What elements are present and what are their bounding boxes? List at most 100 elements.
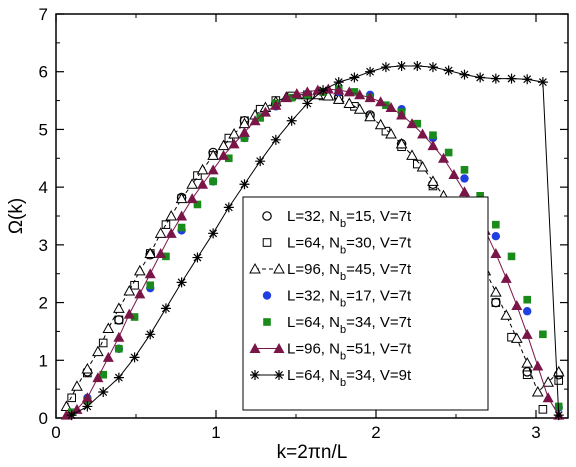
data-point xyxy=(82,401,93,412)
legend-entry: L=64, Nb=34, V=7t xyxy=(263,314,412,336)
data-point xyxy=(476,192,484,200)
data-point xyxy=(98,338,108,348)
data-point xyxy=(81,362,94,374)
data-point xyxy=(67,393,76,403)
data-point xyxy=(113,302,125,313)
data-point xyxy=(259,106,271,117)
data-point xyxy=(427,175,439,186)
data-point xyxy=(130,313,139,321)
x-tick-label: 3 xyxy=(531,423,540,442)
data-point xyxy=(208,228,219,239)
data-point xyxy=(113,372,124,383)
data-point xyxy=(354,89,366,100)
data-point xyxy=(197,178,209,189)
data-point xyxy=(123,284,136,296)
data-point xyxy=(225,154,233,163)
legend-marker xyxy=(274,370,284,380)
data-point xyxy=(318,85,329,96)
data-point xyxy=(385,101,397,112)
legend-marker xyxy=(262,211,272,221)
x-tick-label: 1 xyxy=(211,423,220,442)
data-point xyxy=(552,365,565,377)
legend-marker xyxy=(273,262,285,274)
data-point xyxy=(228,138,240,149)
data-point xyxy=(176,210,188,221)
legend-marker xyxy=(249,262,261,274)
y-tick-label: 3 xyxy=(39,236,48,255)
data-point xyxy=(286,115,297,126)
data-point xyxy=(490,248,502,259)
data-point xyxy=(218,149,230,160)
legend-label: L=96, Nb=51, V=7t xyxy=(287,341,412,363)
legend-label: L=32, Nb=17, V=7t xyxy=(287,288,412,310)
y-tick-label: 4 xyxy=(39,178,48,197)
data-point xyxy=(523,307,532,316)
data-point xyxy=(270,99,282,110)
data-point xyxy=(115,344,123,353)
legend-marker xyxy=(263,318,271,326)
data-point xyxy=(102,351,114,362)
data-point xyxy=(521,328,533,339)
data-point xyxy=(160,303,171,314)
data-point xyxy=(459,69,470,80)
data-point xyxy=(406,149,418,160)
data-point xyxy=(542,376,555,387)
data-point xyxy=(374,118,387,130)
data-point xyxy=(223,202,234,213)
data-point xyxy=(155,248,167,259)
data-point xyxy=(416,160,429,172)
data-point xyxy=(192,252,203,263)
data-point xyxy=(209,177,217,186)
data-point xyxy=(427,140,439,151)
data-point xyxy=(280,92,292,103)
data-point xyxy=(133,264,146,276)
data-point xyxy=(102,322,115,334)
data-point xyxy=(129,352,140,363)
data-point xyxy=(256,114,264,122)
legend-marker xyxy=(249,343,261,353)
data-point xyxy=(217,139,230,151)
data-point xyxy=(228,128,240,139)
legend-marker xyxy=(273,343,285,353)
data-point xyxy=(134,288,146,299)
data-point xyxy=(270,134,281,145)
legend-marker xyxy=(262,291,272,300)
data-point xyxy=(380,62,391,73)
data-point xyxy=(538,405,548,414)
legend-entry: L=32, Nb=15, V=7t xyxy=(262,208,412,230)
axis-ticks: 0 1 2 3 0 1 2 3 4 5 6 7 xyxy=(39,5,568,442)
data-point xyxy=(537,77,548,88)
data-point xyxy=(99,370,107,379)
legend-entry: L=96, Nb=51, V=7t xyxy=(249,341,412,363)
data-point xyxy=(364,92,376,103)
data-point xyxy=(175,192,188,204)
data-point xyxy=(333,77,344,88)
data-point xyxy=(71,403,83,414)
data-point xyxy=(491,232,501,241)
data-point xyxy=(350,88,359,96)
legend-label: L=64, Nb=30, V=7t xyxy=(287,235,412,257)
data-point xyxy=(385,128,397,139)
legend-marker xyxy=(262,238,272,247)
data-point xyxy=(255,156,266,167)
data-point xyxy=(349,72,360,83)
data-point xyxy=(177,223,186,232)
data-point xyxy=(443,65,454,76)
data-point xyxy=(396,60,407,71)
data-point xyxy=(460,174,469,183)
data-point xyxy=(322,83,334,94)
data-point xyxy=(249,115,261,126)
data-point xyxy=(165,209,178,221)
data-point xyxy=(429,131,437,139)
data-point xyxy=(444,148,453,157)
data-point xyxy=(413,119,422,128)
data-point xyxy=(375,96,387,107)
y-axis-label: Ω(k) xyxy=(6,198,27,234)
data-point xyxy=(438,152,450,163)
data-point xyxy=(417,128,429,139)
data-point xyxy=(506,73,517,84)
data-point xyxy=(412,60,423,71)
data-point xyxy=(98,387,109,398)
data-point xyxy=(510,332,523,343)
